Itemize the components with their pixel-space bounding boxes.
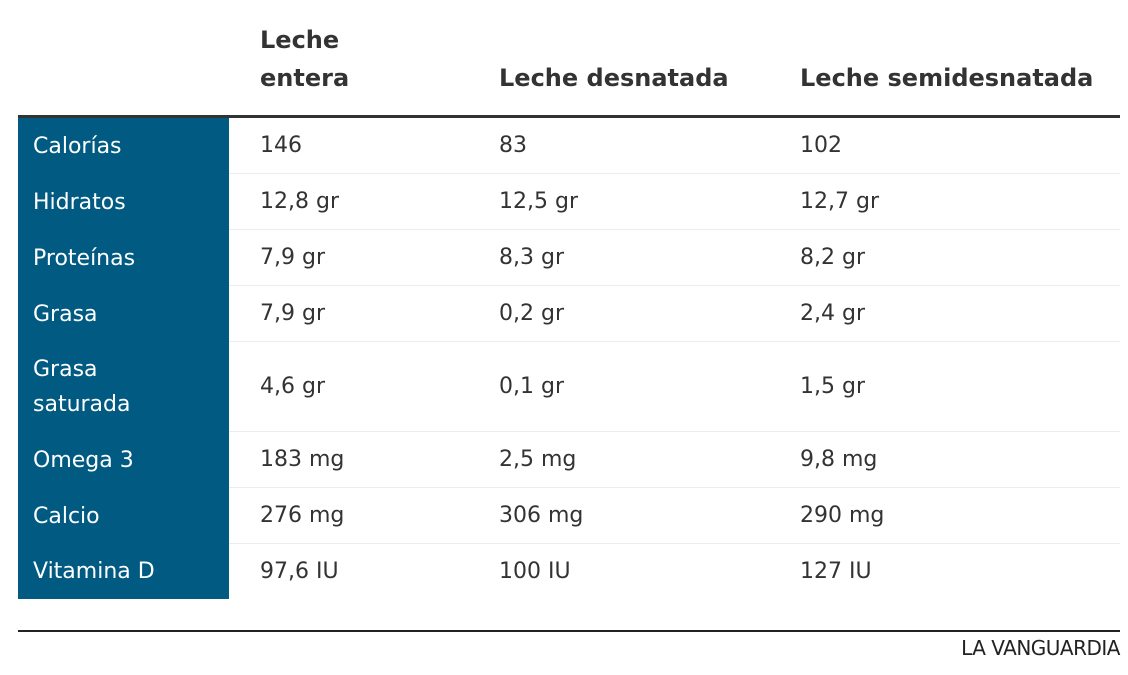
row-label: Hidratos xyxy=(18,174,229,230)
cell: 7,9 gr xyxy=(260,245,325,270)
cell: 276 mg xyxy=(260,503,345,528)
table-row: Grasa saturada 4,6 gr 0,1 gr 1,5 gr xyxy=(18,342,1120,432)
cell: 102 xyxy=(800,133,842,158)
cell: 97,6 IU xyxy=(260,559,339,584)
cell: 12,7 gr xyxy=(800,189,879,214)
cell: 4,6 gr xyxy=(260,374,325,399)
row-label: Proteínas xyxy=(18,230,229,286)
row-label: Calcio xyxy=(18,488,229,544)
cell: 100 IU xyxy=(499,559,571,584)
cell: 183 mg xyxy=(260,447,345,472)
source-credit: LA VANGUARDIA xyxy=(961,636,1120,660)
cell: 0,1 gr xyxy=(499,374,564,399)
row-label: Calorías xyxy=(18,118,229,174)
cell: 1,5 gr xyxy=(800,374,865,399)
cell: 306 mg xyxy=(499,503,584,528)
column-header-leche-semidesnatada: Leche semidesnatada xyxy=(800,64,1094,92)
cell: 7,9 gr xyxy=(260,301,325,326)
column-header-leche-entera: Leche entera xyxy=(260,26,350,92)
row-label: Grasa saturada xyxy=(18,342,229,432)
row-label: Vitamina D xyxy=(18,544,229,599)
footer-divider xyxy=(18,630,1120,632)
cell: 0,2 gr xyxy=(499,301,564,326)
table-header: Leche entera Leche desnatada Leche semid… xyxy=(18,0,1120,118)
table-row: Calcio 276 mg 306 mg 290 mg xyxy=(18,488,1120,544)
cell: 8,3 gr xyxy=(499,245,564,270)
table-row: Grasa 7,9 gr 0,2 gr 2,4 gr xyxy=(18,286,1120,342)
cell: 146 xyxy=(260,133,302,158)
nutrition-table: Leche entera Leche desnatada Leche semid… xyxy=(18,0,1120,599)
table-row: Hidratos 12,8 gr 12,5 gr 12,7 gr xyxy=(18,174,1120,230)
table-row: Calorías 146 83 102 xyxy=(18,118,1120,174)
table-row: Proteínas 7,9 gr 8,3 gr 8,2 gr xyxy=(18,230,1120,286)
table-row: Vitamina D 97,6 IU 100 IU 127 IU xyxy=(18,544,1120,599)
cell: 83 xyxy=(499,133,527,158)
cell: 290 mg xyxy=(800,503,885,528)
cell: 127 IU xyxy=(800,559,872,584)
row-label: Grasa xyxy=(18,286,229,342)
cell: 8,2 gr xyxy=(800,245,865,270)
cell: 12,5 gr xyxy=(499,189,578,214)
cell: 2,4 gr xyxy=(800,301,865,326)
table-row: Omega 3 183 mg 2,5 mg 9,8 mg xyxy=(18,432,1120,488)
cell: 2,5 mg xyxy=(499,447,577,472)
cell: 9,8 mg xyxy=(800,447,878,472)
cell: 12,8 gr xyxy=(260,189,339,214)
row-label: Omega 3 xyxy=(18,432,229,488)
column-header-leche-desnatada: Leche desnatada xyxy=(499,64,729,92)
